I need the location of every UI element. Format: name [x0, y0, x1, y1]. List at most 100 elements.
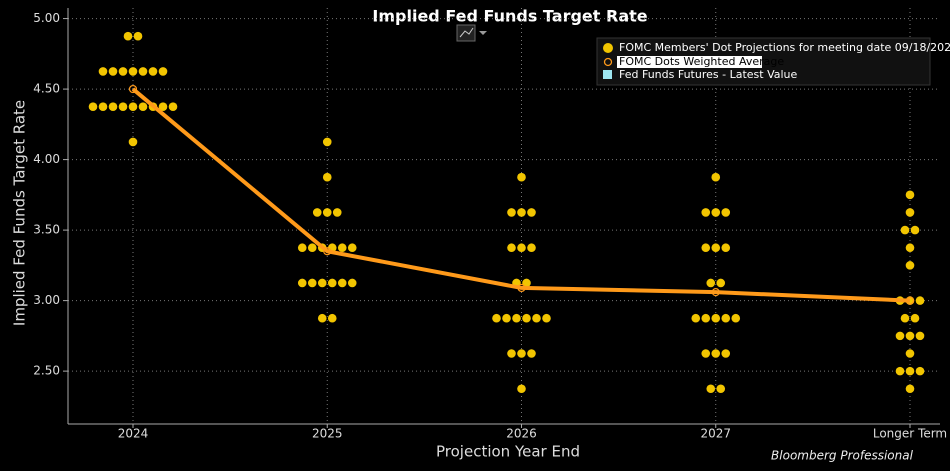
dot: [327, 278, 337, 288]
dot: [337, 278, 347, 288]
dot: [138, 102, 148, 112]
legend-swatch: [603, 57, 613, 67]
dot: [716, 278, 726, 288]
dot: [507, 349, 516, 358]
dot: [716, 384, 726, 394]
dot: [517, 208, 526, 217]
chart-type-icon[interactable]: [456, 24, 476, 42]
dot: [910, 313, 920, 323]
dot: [721, 313, 731, 323]
dot: [128, 137, 138, 147]
dot: [711, 208, 721, 217]
y-axis-label: Implied Fed Funds Target Rate: [11, 100, 29, 326]
x-tick-label: Longer Term: [873, 427, 947, 441]
dot: [701, 208, 711, 217]
chart-type-glyph: [459, 27, 474, 38]
dot: [128, 67, 138, 76]
x-tick-label: 2024: [118, 427, 149, 441]
dot: [900, 313, 910, 323]
dot: [527, 349, 536, 358]
dot: [701, 243, 711, 253]
y-tick-label: 4.50: [33, 82, 60, 96]
dot: [517, 243, 526, 253]
dot: [527, 208, 536, 217]
dot: [322, 172, 332, 182]
average-point: [323, 247, 332, 256]
y-tick-label: 3.50: [33, 223, 60, 237]
dot: [905, 366, 915, 376]
dot: [492, 313, 501, 323]
dot: [98, 102, 108, 112]
dot: [532, 313, 541, 323]
dot: [507, 243, 516, 253]
dot: [168, 102, 178, 112]
y-tick-label: 5.00: [33, 11, 60, 25]
dot: [701, 313, 711, 323]
x-tick-label: 2027: [700, 427, 731, 441]
x-tick-label: 2025: [312, 427, 343, 441]
dot: [711, 172, 721, 182]
x-axis-label: Projection Year End: [436, 443, 580, 461]
dot: [512, 313, 521, 323]
dot: [905, 208, 915, 217]
average-point: [905, 296, 915, 305]
dot: [118, 102, 128, 112]
dot: [701, 349, 711, 358]
dot: [88, 102, 98, 112]
dot: [148, 67, 158, 76]
dot: [123, 31, 133, 41]
dot: [307, 243, 317, 253]
dot: [312, 208, 322, 217]
y-tick-label: 4.00: [33, 152, 60, 166]
dot: [98, 67, 108, 76]
source-label: Bloomberg Professional: [771, 449, 914, 463]
dot: [322, 208, 332, 217]
dot: [706, 278, 716, 288]
dot: [711, 313, 721, 323]
dot: [905, 384, 915, 394]
dot: [138, 67, 148, 76]
y-tick-label: 3.00: [33, 293, 60, 307]
dot: [108, 102, 118, 112]
dot: [322, 137, 332, 147]
dot: [721, 208, 731, 217]
dot: [502, 313, 511, 323]
dot: [711, 349, 721, 358]
dot: [731, 313, 741, 323]
dot: [108, 67, 118, 76]
dot: [128, 102, 138, 112]
dot: [706, 384, 716, 394]
dot: [337, 243, 347, 253]
dot: [905, 349, 915, 358]
dot: [297, 278, 307, 288]
dot: [542, 313, 551, 323]
dot: [721, 349, 731, 358]
chart-type-button[interactable]: [456, 24, 487, 42]
dot: [915, 296, 925, 305]
dot: [332, 208, 342, 217]
dot: [522, 313, 531, 323]
average-point: [128, 84, 138, 94]
legend-label: FOMC Members' Dot Projections for meetin…: [619, 41, 950, 54]
average-line: [131, 87, 911, 303]
dot: [317, 278, 327, 288]
dot: [317, 313, 327, 323]
chart-title: Implied Fed Funds Target Rate: [372, 7, 647, 26]
dot: [905, 243, 915, 253]
dot: [711, 243, 721, 253]
dot: [517, 172, 526, 182]
dot: [347, 243, 357, 253]
dot: [158, 67, 168, 76]
dot: [915, 331, 925, 341]
legend: FOMC Members' Dot Projections for meetin…: [596, 37, 950, 86]
legend-highlight: [617, 56, 762, 68]
dot: [507, 208, 516, 217]
dot: [895, 331, 905, 341]
dot: [158, 102, 168, 112]
y-tick-label: 2.50: [33, 364, 60, 378]
dot: [307, 278, 317, 288]
dropdown-arrow[interactable]: [479, 31, 487, 35]
dot: [691, 313, 701, 323]
dot: [517, 349, 526, 358]
